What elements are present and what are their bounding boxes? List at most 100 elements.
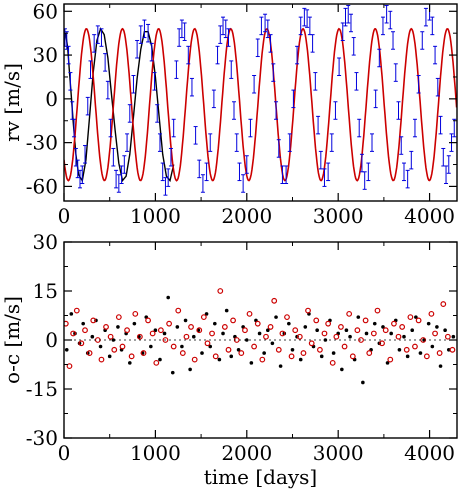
residual-point-red bbox=[423, 353, 430, 360]
rv-point bbox=[316, 115, 321, 135]
residual-point-black bbox=[348, 334, 352, 339]
residual-point-red bbox=[358, 337, 364, 343]
rv-point bbox=[435, 77, 440, 97]
residual-point-black bbox=[356, 315, 361, 319]
rv-point bbox=[95, 25, 100, 44]
rv-point bbox=[237, 162, 242, 182]
rv-point bbox=[337, 57, 342, 77]
rv-point bbox=[111, 147, 116, 167]
residual-point-black bbox=[278, 364, 283, 368]
residual-point-red bbox=[387, 356, 394, 363]
x-tick-label: 2000 bbox=[221, 204, 272, 228]
x-axis-title: time [days] bbox=[204, 465, 318, 489]
y-tick-label: 15 bbox=[33, 279, 58, 303]
residual-point-black bbox=[443, 328, 447, 333]
rv-point bbox=[380, 16, 385, 36]
rv-point bbox=[68, 72, 73, 91]
residual-point-red bbox=[399, 324, 406, 330]
residual-point-black bbox=[221, 331, 225, 336]
rv-point bbox=[274, 101, 279, 120]
residual-point-black bbox=[430, 344, 435, 349]
residual-point-red bbox=[98, 356, 105, 363]
rv-point bbox=[346, 4, 351, 24]
rv-point bbox=[452, 118, 457, 138]
residual-point-black bbox=[162, 331, 167, 336]
rv-point bbox=[108, 118, 113, 138]
rv-point bbox=[423, 7, 428, 27]
rv-point bbox=[252, 75, 257, 94]
rv-point bbox=[149, 42, 154, 62]
residual-point-black bbox=[410, 328, 415, 333]
residual-point-red bbox=[391, 320, 397, 327]
rv-point bbox=[326, 162, 331, 182]
residual-point-black bbox=[319, 354, 324, 359]
residual-point-black bbox=[402, 334, 406, 339]
rv-point bbox=[354, 72, 359, 91]
residual-point-red bbox=[275, 346, 282, 353]
residual-point-red bbox=[370, 330, 377, 337]
residual-point-red bbox=[412, 343, 418, 350]
rv-point bbox=[88, 60, 93, 79]
rv-point bbox=[85, 96, 90, 116]
residual-point-red bbox=[153, 359, 160, 366]
rv-point bbox=[430, 16, 435, 36]
rv-point bbox=[105, 80, 110, 100]
residual-point-black bbox=[405, 354, 410, 359]
rv-point bbox=[384, 4, 389, 24]
residual-point-red bbox=[82, 327, 88, 334]
rv-point bbox=[329, 133, 334, 152]
residual-point-red bbox=[183, 333, 190, 340]
residual-point-black bbox=[188, 367, 192, 372]
residual-point-black bbox=[331, 351, 336, 355]
rv-point bbox=[138, 25, 143, 44]
series-line-red-model bbox=[64, 27, 457, 182]
residual-point-red bbox=[103, 324, 109, 330]
residual-point-black bbox=[90, 334, 95, 339]
rv-point bbox=[302, 7, 307, 27]
residual-point-black bbox=[236, 348, 241, 352]
residual-point-red bbox=[128, 353, 135, 360]
rv-point bbox=[351, 37, 356, 56]
residual-point-red bbox=[188, 324, 194, 330]
rv-point bbox=[75, 159, 80, 179]
residual-point-black bbox=[249, 361, 254, 365]
rv-point bbox=[280, 165, 285, 184]
residual-point-black bbox=[204, 312, 209, 316]
residual-point-red bbox=[296, 333, 303, 340]
rv-point bbox=[373, 89, 378, 109]
rv-point bbox=[204, 162, 209, 182]
residual-point-black bbox=[244, 338, 249, 342]
rv-point bbox=[211, 89, 216, 109]
residual-point-black bbox=[213, 321, 217, 326]
rv-point bbox=[157, 133, 162, 152]
rv-point bbox=[441, 147, 446, 167]
residual-point-red bbox=[267, 324, 274, 330]
residual-point-black bbox=[257, 331, 262, 336]
residual-point-black bbox=[98, 344, 103, 349]
rv-point bbox=[271, 63, 276, 82]
residual-point-black bbox=[200, 351, 204, 355]
rv-point bbox=[340, 22, 345, 41]
residual-point-black bbox=[397, 348, 402, 352]
residual-point-red bbox=[191, 356, 198, 363]
y-tick-label: -15 bbox=[26, 377, 58, 401]
rv-point bbox=[276, 139, 281, 158]
residual-point-red bbox=[90, 317, 97, 324]
rv-point bbox=[307, 16, 312, 36]
residual-point-red bbox=[449, 346, 456, 353]
y-tick-label: 30 bbox=[33, 230, 58, 254]
residual-panel: 0 1000 2000 3000 4000 30 15 0 -15 -30 o-c [m/s] tim… bbox=[0, 230, 458, 489]
residual-point-red bbox=[382, 327, 389, 334]
rv-point bbox=[370, 133, 375, 152]
rv-point bbox=[92, 34, 97, 53]
rv-point bbox=[186, 45, 191, 65]
x-tick-label: 4000 bbox=[404, 204, 455, 228]
rv-point bbox=[416, 75, 421, 94]
residual-point-red bbox=[246, 310, 253, 317]
rv-point bbox=[393, 63, 398, 82]
residual-point-red bbox=[354, 327, 361, 334]
x-tick-label: 0 bbox=[58, 441, 71, 465]
plot-area bbox=[64, 288, 456, 385]
rv-point bbox=[229, 60, 234, 79]
residual-point-black bbox=[266, 328, 270, 333]
